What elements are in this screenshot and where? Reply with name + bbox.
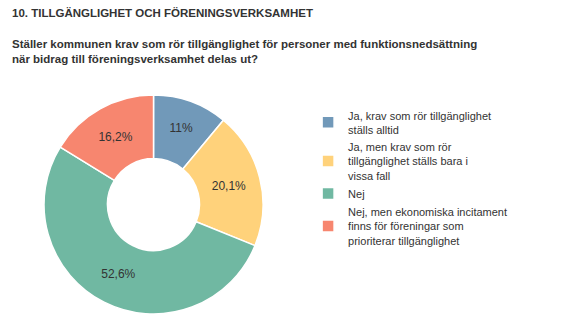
svg-text:Nej: Nej — [348, 188, 365, 200]
svg-text:Nej, men ekonomiska incitament: Nej, men ekonomiska incitamentfinns för … — [348, 206, 507, 247]
svg-text:11%: 11% — [170, 121, 193, 135]
svg-text:Ja, krav som rör tillgänglighe: Ja, krav som rör tillgänglighetställs al… — [348, 110, 491, 136]
svg-text:Ställer kommunen krav som rör: Ställer kommunen krav som rör tillgängli… — [12, 38, 477, 65]
svg-text:52,6%: 52,6% — [101, 267, 135, 281]
svg-text:10. TILLGÄNGLIGHET OCH FÖRENIN: 10. TILLGÄNGLIGHET OCH FÖRENINGSVERKSAMH… — [12, 7, 313, 19]
svg-text:16,2%: 16,2% — [98, 130, 132, 144]
svg-text:20,1%: 20,1% — [212, 179, 246, 193]
svg-text:Ja, men krav som rörtillgängli: Ja, men krav som rörtillgänglighet ställ… — [348, 141, 468, 182]
